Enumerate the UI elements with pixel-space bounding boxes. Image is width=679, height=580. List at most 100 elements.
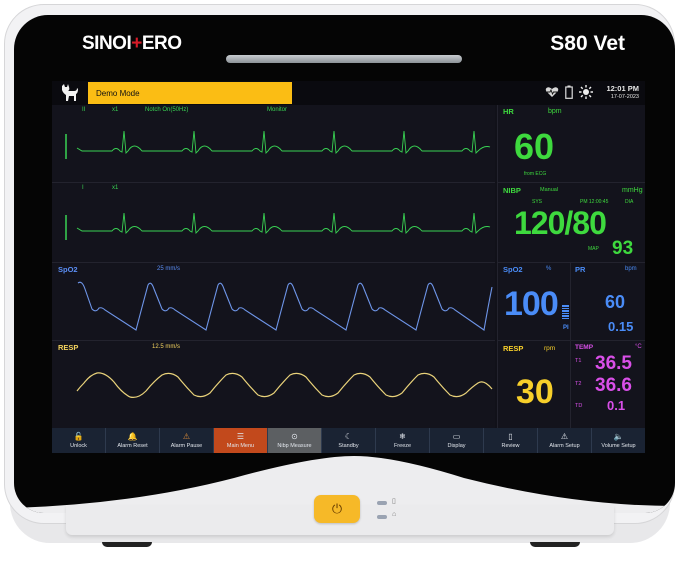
nibp-map-value: 93 bbox=[612, 238, 634, 259]
alarm-pause-label: Alarm Pause bbox=[170, 442, 203, 449]
top-status-bar: Demo Mode 12:01 PM 17-07-2023 bbox=[52, 81, 645, 105]
review-icon: ▯ bbox=[508, 431, 513, 441]
main-menu-button[interactable]: ☰ Main Menu bbox=[214, 428, 268, 453]
standby-button[interactable]: ☾ Standby bbox=[322, 428, 376, 453]
ecg-ii-trace bbox=[65, 130, 491, 159]
resp-wave-label: RESP bbox=[58, 343, 79, 352]
ecg-gain: x1 bbox=[112, 107, 119, 113]
brand-left: SINOI bbox=[82, 33, 132, 54]
hr-label: HR bbox=[503, 107, 514, 116]
ecg2-gain: x1 bbox=[112, 185, 119, 191]
freeze-button[interactable]: ❄ Freeze bbox=[376, 428, 430, 453]
spo2-pleth-trace bbox=[77, 281, 493, 331]
volume-setup-button[interactable]: 🔈 Volume Setup bbox=[592, 428, 645, 453]
spo2-value: 100 bbox=[504, 285, 559, 323]
menu-icon: ☰ bbox=[236, 431, 245, 441]
hr-value: 60 bbox=[514, 126, 555, 167]
temp-unit: °C bbox=[635, 344, 642, 350]
ecg-i-trace bbox=[65, 212, 491, 240]
nibp-cuff-icon: ⊙ bbox=[291, 431, 298, 441]
model-name: S80 Vet bbox=[550, 32, 625, 55]
clock-time: 12:01 PM bbox=[606, 84, 639, 93]
review-label: Review bbox=[501, 442, 520, 449]
ecg-ii-waveform-panel[interactable]: II x1 Notch On(50Hz) Monitor bbox=[52, 105, 495, 183]
hr-parameter-panel[interactable]: HR bpm 60 from ECG bbox=[497, 105, 645, 183]
hr-source: from ECG bbox=[524, 171, 547, 177]
power-button[interactable]: ⏻ bbox=[314, 495, 360, 523]
t1-label: T1 bbox=[575, 358, 582, 364]
pi-label: PI bbox=[563, 325, 569, 331]
resp-trace bbox=[76, 372, 493, 398]
review-button[interactable]: ▯ Review bbox=[484, 428, 538, 453]
nibp-parameter-panel[interactable]: NIBP Manual mmHg SYS PM 12:00:45 DIA 120… bbox=[497, 183, 645, 263]
perfusion-bar-icon bbox=[562, 305, 569, 319]
screen-bezel: SINOI+ERO S80 Vet Demo Mode 12:01 PM 17-… bbox=[14, 15, 675, 513]
nibp-measure-time: PM 12:00:45 bbox=[580, 199, 609, 205]
nibp-map-label: MAP bbox=[588, 246, 599, 252]
brightness-icon[interactable] bbox=[579, 85, 593, 99]
softkey-bar: 🔓 Unlock 🔔 Alarm Reset ⚠ Alarm Pause ☰ Main … bbox=[52, 428, 645, 453]
alarm-reset-icon: 🔔 bbox=[127, 431, 138, 441]
nibp-measure-button[interactable]: ⊙ Nibp Measure bbox=[268, 428, 322, 453]
speaker-icon: 🔈 bbox=[613, 431, 624, 441]
spo2-sweep-speed: 25 mm/s bbox=[157, 266, 181, 272]
pr-unit: bpm bbox=[625, 266, 637, 272]
pr-label: PR bbox=[575, 265, 586, 274]
resp-value: 30 bbox=[516, 373, 554, 411]
ecg-i-waveform-panel[interactable]: I x1 bbox=[52, 183, 495, 263]
dog-icon[interactable] bbox=[58, 83, 80, 103]
alarm-reset-label: Alarm Reset bbox=[117, 442, 148, 449]
alarm-message-banner[interactable]: Demo Mode bbox=[88, 82, 292, 104]
spo2-unit: % bbox=[546, 266, 552, 272]
device-chin bbox=[14, 456, 675, 513]
ecg2-lead-label: I bbox=[82, 185, 84, 191]
resp-waveform-panel[interactable]: RESP 12.5 mm/s bbox=[52, 341, 495, 428]
td-value: 0.1 bbox=[607, 398, 626, 413]
resp-sweep-speed: 12.5 mm/s bbox=[152, 344, 181, 350]
t2-value: 36.6 bbox=[595, 375, 632, 396]
status-icons bbox=[545, 85, 593, 99]
t1-value: 36.5 bbox=[595, 353, 632, 374]
td-label: TD bbox=[575, 403, 583, 409]
nibp-measure-label: Nibp Measure bbox=[277, 442, 312, 449]
temp-parameter-panel[interactable]: TEMP °C T1 36.5 T2 36.6 TD 0.1 bbox=[571, 341, 645, 428]
nibp-mode: Manual bbox=[540, 187, 559, 193]
unlock-button[interactable]: 🔓 Unlock bbox=[52, 428, 106, 453]
spo2-parameter-panel[interactable]: SpO2 % 100 bbox=[497, 263, 571, 341]
resp-label: RESP bbox=[503, 344, 524, 353]
alarm-setup-button[interactable]: ⚠ Alarm Setup bbox=[538, 428, 592, 453]
battery-indicator-led bbox=[377, 501, 387, 505]
right-foot bbox=[530, 542, 580, 547]
hr-unit: bpm bbox=[548, 108, 562, 115]
temp-label: TEMP bbox=[575, 344, 594, 351]
pr-value: 60 bbox=[605, 292, 626, 312]
battery-icon bbox=[565, 85, 573, 99]
battery-indicator-icon: ▯ bbox=[392, 498, 396, 505]
resp-parameter-panel[interactable]: RESP rpm 30 bbox=[497, 341, 571, 428]
left-foot bbox=[102, 542, 152, 547]
spo2-waveform-panel[interactable]: SpO2 25 mm/s bbox=[52, 263, 495, 341]
alarm-reset-button[interactable]: 🔔 Alarm Reset bbox=[106, 428, 160, 453]
ecg-mode: Monitor bbox=[267, 107, 288, 113]
monitor-screen: Demo Mode 12:01 PM 17-07-2023 II x1 Notc… bbox=[52, 81, 645, 453]
spo2-wave-label: SpO2 bbox=[58, 265, 78, 274]
clock: 12:01 PM 17-07-2023 bbox=[606, 84, 639, 100]
ecg-filter: Notch On(50Hz) bbox=[145, 107, 189, 113]
display-button[interactable]: ▭ Display bbox=[430, 428, 484, 453]
brand-logo: SINOI+ERO bbox=[82, 33, 182, 55]
alarm-pause-button[interactable]: ⚠ Alarm Pause bbox=[160, 428, 214, 453]
pr-parameter-panel[interactable]: PR bpm 60 PI 0.15 bbox=[563, 263, 645, 341]
nibp-dia-label: DIA bbox=[625, 199, 634, 205]
standby-icon: ☾ bbox=[344, 431, 353, 441]
heart-icon bbox=[545, 87, 559, 97]
alarm-setup-label: Alarm Setup bbox=[549, 442, 580, 449]
brand-cross: + bbox=[131, 33, 142, 54]
ac-power-indicator-led bbox=[377, 515, 387, 519]
ecg-lead-label: II bbox=[82, 107, 86, 113]
ac-power-indicator-icon: ⌂ bbox=[392, 511, 397, 518]
nibp-value: 120/80 bbox=[514, 205, 607, 241]
freeze-label: Freeze bbox=[393, 442, 412, 449]
power-icon: ⏻ bbox=[331, 501, 343, 516]
brand-right: ERO bbox=[141, 33, 182, 54]
alarm-setup-icon: ⚠ bbox=[560, 431, 569, 441]
